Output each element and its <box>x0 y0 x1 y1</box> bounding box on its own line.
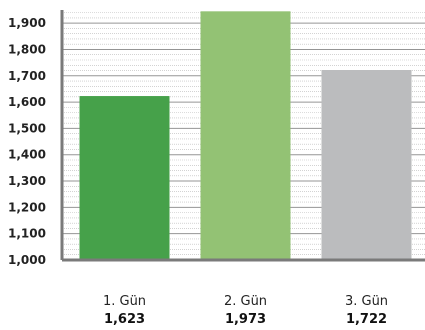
bar-value-label: 1,973 <box>225 312 266 327</box>
y-tick-label: 1,100 <box>8 227 46 241</box>
bars <box>79 11 412 260</box>
bar-value-label: 1,722 <box>346 312 387 327</box>
y-tick-labels: 1,000 1,100 1,200 1,300 1,400 1,500 1,600 1,700… <box>8 16 46 267</box>
y-tick-label: 1,800 <box>8 42 46 56</box>
x-category-labels: 1. Gün 1,623 2. Gün 1,973 3. Gün 1,722 <box>103 294 388 327</box>
y-tick-label: 1,200 <box>8 200 46 214</box>
bar-2 <box>200 11 291 260</box>
y-tick-label: 1,900 <box>8 16 46 30</box>
bar-1 <box>79 96 170 260</box>
x-category-label: 3. Gün <box>345 294 388 309</box>
x-category-label: 1. Gün <box>103 294 146 309</box>
axes <box>60 10 425 262</box>
bar-value-label: 1,623 <box>104 312 145 327</box>
y-tick-label: 1,600 <box>8 95 46 109</box>
y-tick-label: 1,400 <box>8 148 46 162</box>
y-tick-label: 1,700 <box>8 69 46 83</box>
bar-3 <box>321 70 412 260</box>
y-tick-label: 1,000 <box>8 253 46 267</box>
y-tick-label: 1,500 <box>8 121 46 135</box>
x-category-label: 2. Gün <box>224 294 267 309</box>
y-tick-label: 1,300 <box>8 174 46 188</box>
